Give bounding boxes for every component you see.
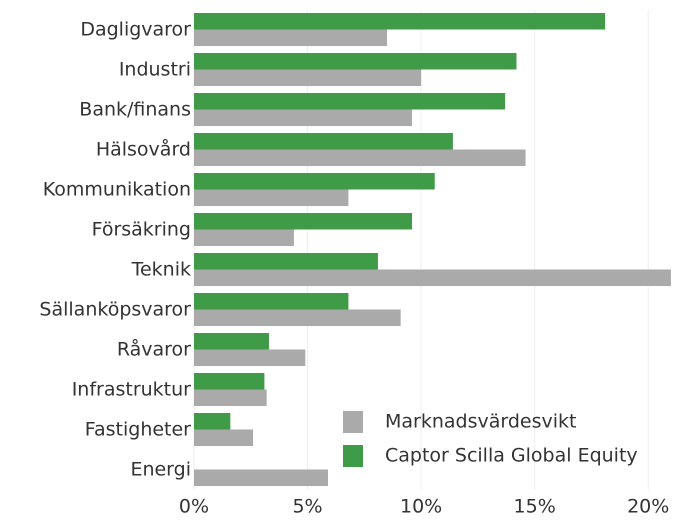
x-tick-label: 20% [627, 496, 669, 518]
y-tick-label: Industri [119, 59, 191, 81]
y-tick-label: Bank/finans [79, 99, 191, 121]
bar [194, 333, 269, 350]
y-tick-label: Försäkring [92, 219, 191, 241]
bar [194, 269, 671, 286]
bar [194, 13, 606, 30]
bar [194, 93, 506, 110]
y-tick-label: Infrastruktur [72, 379, 191, 401]
bar [194, 293, 349, 310]
bar [194, 189, 349, 206]
bar [194, 469, 328, 486]
x-tick-label: 5% [292, 496, 322, 518]
y-tick-label: Kommunikation [43, 179, 191, 201]
bar [194, 429, 254, 446]
y-tick-label: Hälsovård [96, 138, 191, 161]
bar [194, 133, 453, 150]
bar [194, 53, 517, 70]
legend-swatch [343, 411, 363, 433]
legend-label: Marknadsvärdesvikt [385, 411, 576, 433]
bar [194, 413, 231, 430]
bar [194, 373, 265, 390]
bar [194, 389, 267, 406]
y-tick-label: Råvaror [117, 338, 191, 361]
y-tick-label: Sällanköpsvaror [39, 299, 191, 321]
bar [194, 29, 388, 46]
bar [194, 309, 401, 326]
legend-label: Captor Scilla Global Equity [385, 445, 638, 467]
x-tick-label: 0% [179, 496, 209, 518]
bar [194, 229, 294, 246]
bar [194, 149, 526, 166]
x-tick-label: 15% [514, 496, 556, 518]
legend-swatch [343, 445, 363, 467]
x-tick-label: 10% [400, 496, 442, 518]
bar [194, 213, 413, 230]
bar [194, 349, 306, 366]
bar [194, 109, 413, 126]
y-tick-label: Energi [130, 459, 191, 481]
y-tick-label: Fastigheter [85, 419, 191, 441]
bar [194, 173, 435, 190]
bar [194, 69, 422, 86]
y-tick-label: Teknik [131, 259, 191, 281]
y-tick-label: Dagligvaror [80, 19, 191, 41]
bar [194, 253, 378, 270]
